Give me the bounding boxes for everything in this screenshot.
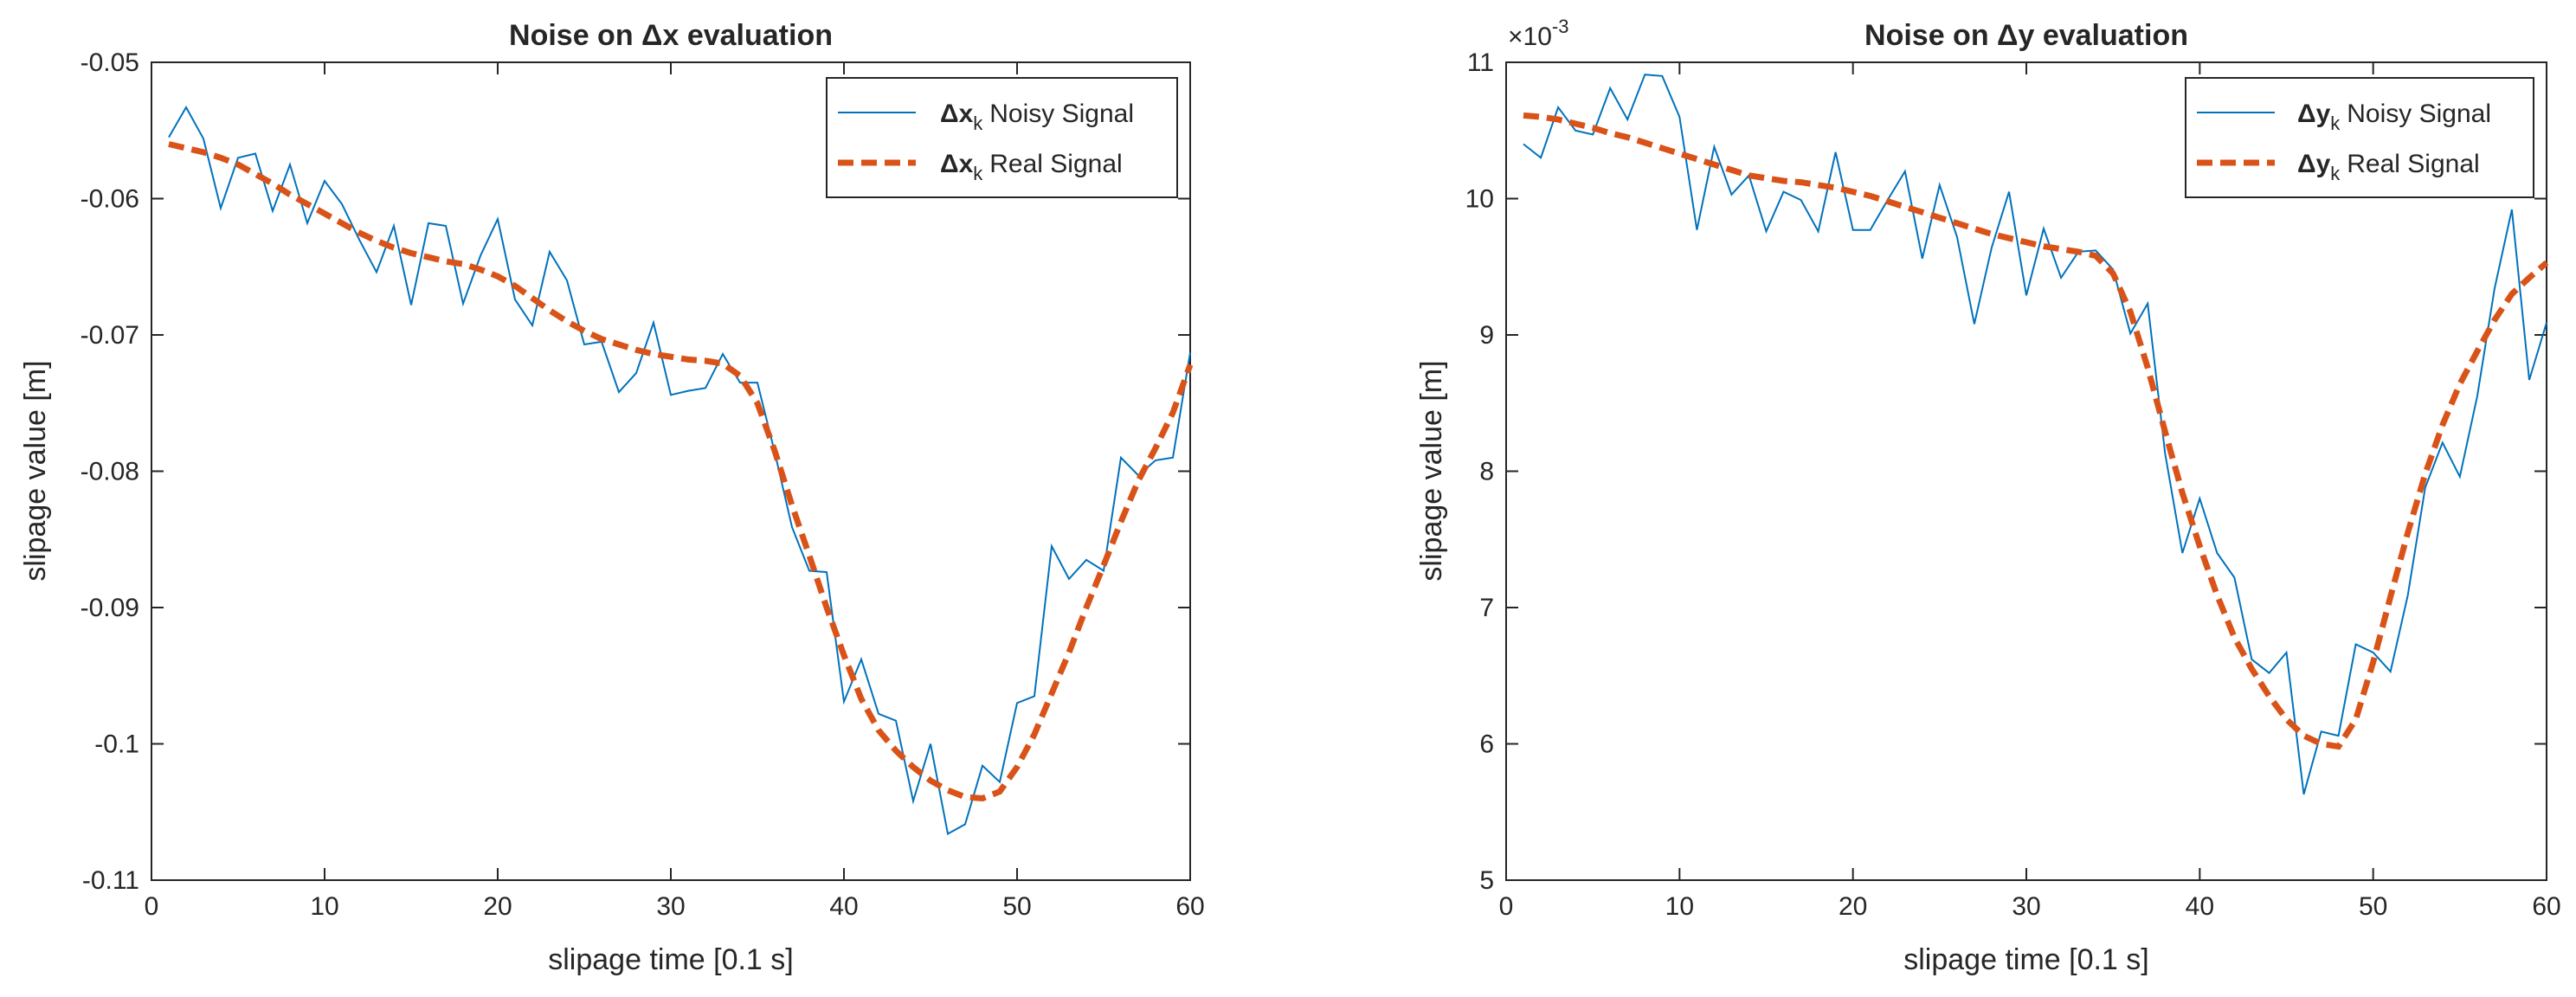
- y-tick-label-dy: 10: [1465, 185, 1494, 214]
- x-tick-label-dy: 60: [2532, 892, 2560, 921]
- legend-real-symbol-dx: Δx: [940, 150, 974, 178]
- x-tick-label-dx: 20: [483, 892, 512, 921]
- y-exponent-power-dy: -3: [1552, 16, 1569, 37]
- chart-dx: 0 10 20 30 40 50 60 -0.11 -0.1 -0.09 -0.08 -0.07 -0.…: [19, 19, 1205, 976]
- legend-real-label-dx: Δxk Real Signal: [940, 150, 1123, 184]
- legend-real-text-dy: Real Signal: [2347, 150, 2479, 178]
- y-tick-label-dx: -0.07: [80, 321, 139, 350]
- y-tick-label-dx: -0.1: [94, 730, 139, 759]
- y-tick-label-dx: -0.08: [80, 458, 139, 486]
- legend-real-sub-dx: k: [973, 163, 983, 184]
- legend-noisy-sub-dx: k: [973, 113, 983, 134]
- y-tick-label-dy: 6: [1479, 730, 1494, 759]
- x-tick-label-dx: 30: [656, 892, 685, 921]
- x-tick-label-dy: 20: [1839, 892, 1867, 921]
- x-tick-label-dx: 0: [145, 892, 159, 921]
- y-exponent-base-dy: ×10: [1508, 23, 1552, 51]
- y-tick-label-dx: -0.06: [80, 185, 139, 214]
- legend-box-dx: [826, 77, 1178, 198]
- legend-noisy-label-dx: Δxk Noisy Signal: [940, 100, 1134, 134]
- legend-noisy-sub-dy: k: [2330, 113, 2341, 134]
- legend-noisy-symbol-dy: Δy: [2297, 100, 2331, 128]
- x-tick-label-dx: 50: [1002, 892, 1031, 921]
- noisy-signal-line-dx: [168, 105, 1191, 836]
- chart-dy: 0 10 20 30 40 50 60 5 6 7 8 9 10 11 Noise on Δy evalu…: [1415, 16, 2561, 976]
- legend-noisy-text-dy: Noisy Signal: [2347, 100, 2491, 128]
- y-tick-label-dy: 8: [1479, 458, 1494, 486]
- y-axis-label-dy: slipage value [m]: [1415, 360, 1448, 581]
- x-tick-label-dx: 10: [310, 892, 338, 921]
- x-tick-label-dy: 50: [2359, 892, 2387, 921]
- x-tick-label-dy: 40: [2186, 892, 2214, 921]
- y-exponent-label-dy: ×10-3: [1508, 16, 1568, 51]
- legend-real-sub-dy: k: [2330, 163, 2341, 184]
- x-tick-label-dy: 0: [1499, 892, 1514, 921]
- real-signal-line-dx: [168, 141, 1194, 802]
- y-tick-label-dx: -0.09: [80, 594, 139, 622]
- plot-area-dx: [151, 61, 1191, 881]
- y-tick-label-dy: 5: [1479, 866, 1494, 895]
- x-tick-label-dy: 10: [1665, 892, 1694, 921]
- ticks-dy: 0 10 20 30 40 50 60 5 6 7 8 9 10 11: [1465, 48, 2561, 921]
- ticks-dx: 0 10 20 30 40 50 60 -0.11 -0.1 -0.09 -0.08 -0.07 -0.…: [80, 48, 1205, 921]
- noisy-signal-line-dy: [1523, 74, 2547, 795]
- x-tick-label-dx: 60: [1175, 892, 1204, 921]
- legend-dy: Δyk Noisy Signal Δyk Real Signal: [2185, 77, 2534, 198]
- legend-noisy-text-dx: Noisy Signal: [989, 100, 1134, 128]
- y-tick-label-dx: -0.05: [80, 48, 139, 77]
- x-tick-label-dy: 30: [2012, 892, 2040, 921]
- y-axis-label-dx: slipage value [m]: [19, 360, 52, 581]
- y-tick-label-dy: 11: [1467, 48, 1494, 77]
- legend-real-text-dx: Real Signal: [989, 150, 1122, 178]
- legend-real-symbol-dy: Δy: [2297, 150, 2331, 178]
- series-layer-dx: [168, 105, 1194, 836]
- x-axis-label-dx: slipage time [0.1 s]: [548, 943, 793, 976]
- legend-noisy-label-dy: Δyk Noisy Signal: [2297, 100, 2491, 134]
- real-signal-line-dy: [1523, 112, 2549, 750]
- y-tick-label-dy: 7: [1479, 594, 1494, 622]
- y-tick-label-dy: 9: [1479, 321, 1494, 350]
- legend-dx: Δxk Noisy Signal Δxk Real Signal: [826, 77, 1178, 198]
- series-layer-dy: [1523, 74, 2549, 795]
- legend-real-label-dy: Δyk Real Signal: [2297, 150, 2480, 184]
- legend-noisy-symbol-dx: Δx: [940, 100, 974, 128]
- x-tick-label-dx: 40: [829, 892, 858, 921]
- x-axis-label-dy: slipage time [0.1 s]: [1903, 943, 2148, 976]
- y-tick-label-dx: -0.11: [82, 866, 139, 895]
- chart-title-dy: Noise on Δy evaluation: [1864, 19, 2188, 52]
- chart-title-dx: Noise on Δx evaluation: [509, 19, 833, 52]
- legend-box-dy: [2185, 77, 2534, 198]
